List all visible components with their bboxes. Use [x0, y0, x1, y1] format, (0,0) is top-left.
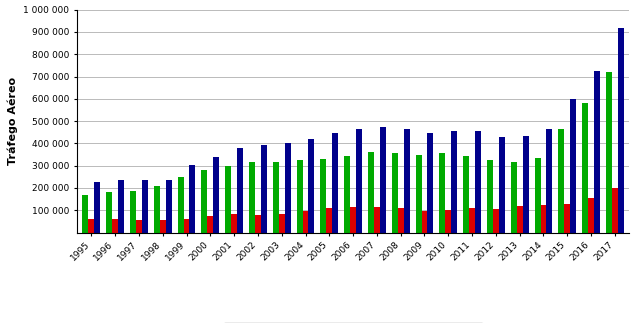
Bar — [118, 180, 124, 233]
Bar — [261, 144, 267, 233]
Bar — [130, 191, 136, 233]
Bar — [297, 160, 302, 233]
Bar — [202, 170, 207, 233]
Bar — [612, 188, 618, 233]
Bar — [564, 203, 570, 233]
Bar — [594, 71, 600, 233]
Bar — [570, 99, 577, 233]
Bar — [308, 139, 315, 233]
Bar — [344, 156, 350, 233]
Bar — [582, 103, 588, 233]
Bar — [428, 133, 433, 233]
Bar — [166, 180, 171, 233]
Bar — [439, 153, 446, 233]
Bar — [112, 219, 118, 233]
Bar — [333, 133, 338, 233]
Bar — [404, 129, 410, 233]
Bar — [213, 157, 219, 233]
Bar — [523, 136, 528, 233]
Bar — [184, 219, 189, 233]
Bar — [249, 162, 255, 233]
Bar — [231, 214, 237, 233]
Bar — [392, 153, 398, 233]
Bar — [284, 143, 291, 233]
Bar — [475, 131, 481, 233]
Bar — [320, 159, 326, 233]
Bar — [326, 208, 333, 233]
Bar — [422, 211, 428, 233]
Bar — [106, 193, 112, 233]
Bar — [398, 208, 404, 233]
Bar — [207, 216, 213, 233]
Bar — [535, 158, 541, 233]
Bar — [136, 220, 142, 233]
Bar — [154, 186, 160, 233]
Bar — [89, 219, 94, 233]
Bar — [463, 156, 469, 233]
Bar — [374, 207, 380, 233]
Bar — [82, 195, 89, 233]
Bar — [415, 154, 422, 233]
Bar — [255, 215, 261, 233]
Bar — [178, 177, 184, 233]
Bar — [189, 165, 195, 233]
Y-axis label: Tráfego Aéreo: Tráfego Aéreo — [7, 77, 18, 165]
Bar — [356, 129, 362, 233]
Bar — [618, 27, 624, 233]
Bar — [487, 160, 493, 233]
Bar — [469, 208, 475, 233]
Bar — [160, 220, 166, 233]
Bar — [142, 180, 148, 233]
Bar — [559, 129, 564, 233]
Bar — [273, 162, 279, 233]
Bar — [511, 162, 517, 233]
Bar — [237, 148, 243, 233]
Bar — [588, 198, 594, 233]
Bar — [368, 152, 374, 233]
Bar — [350, 207, 356, 233]
Bar — [380, 127, 386, 233]
Bar — [225, 166, 231, 233]
Bar — [451, 131, 457, 233]
Bar — [499, 137, 505, 233]
Bar — [279, 214, 284, 233]
Bar — [546, 129, 552, 233]
Bar — [493, 209, 499, 233]
Bar — [94, 182, 100, 233]
Bar — [517, 206, 523, 233]
Bar — [446, 210, 451, 233]
Bar — [606, 72, 612, 233]
Bar — [302, 211, 308, 233]
Bar — [541, 205, 546, 233]
